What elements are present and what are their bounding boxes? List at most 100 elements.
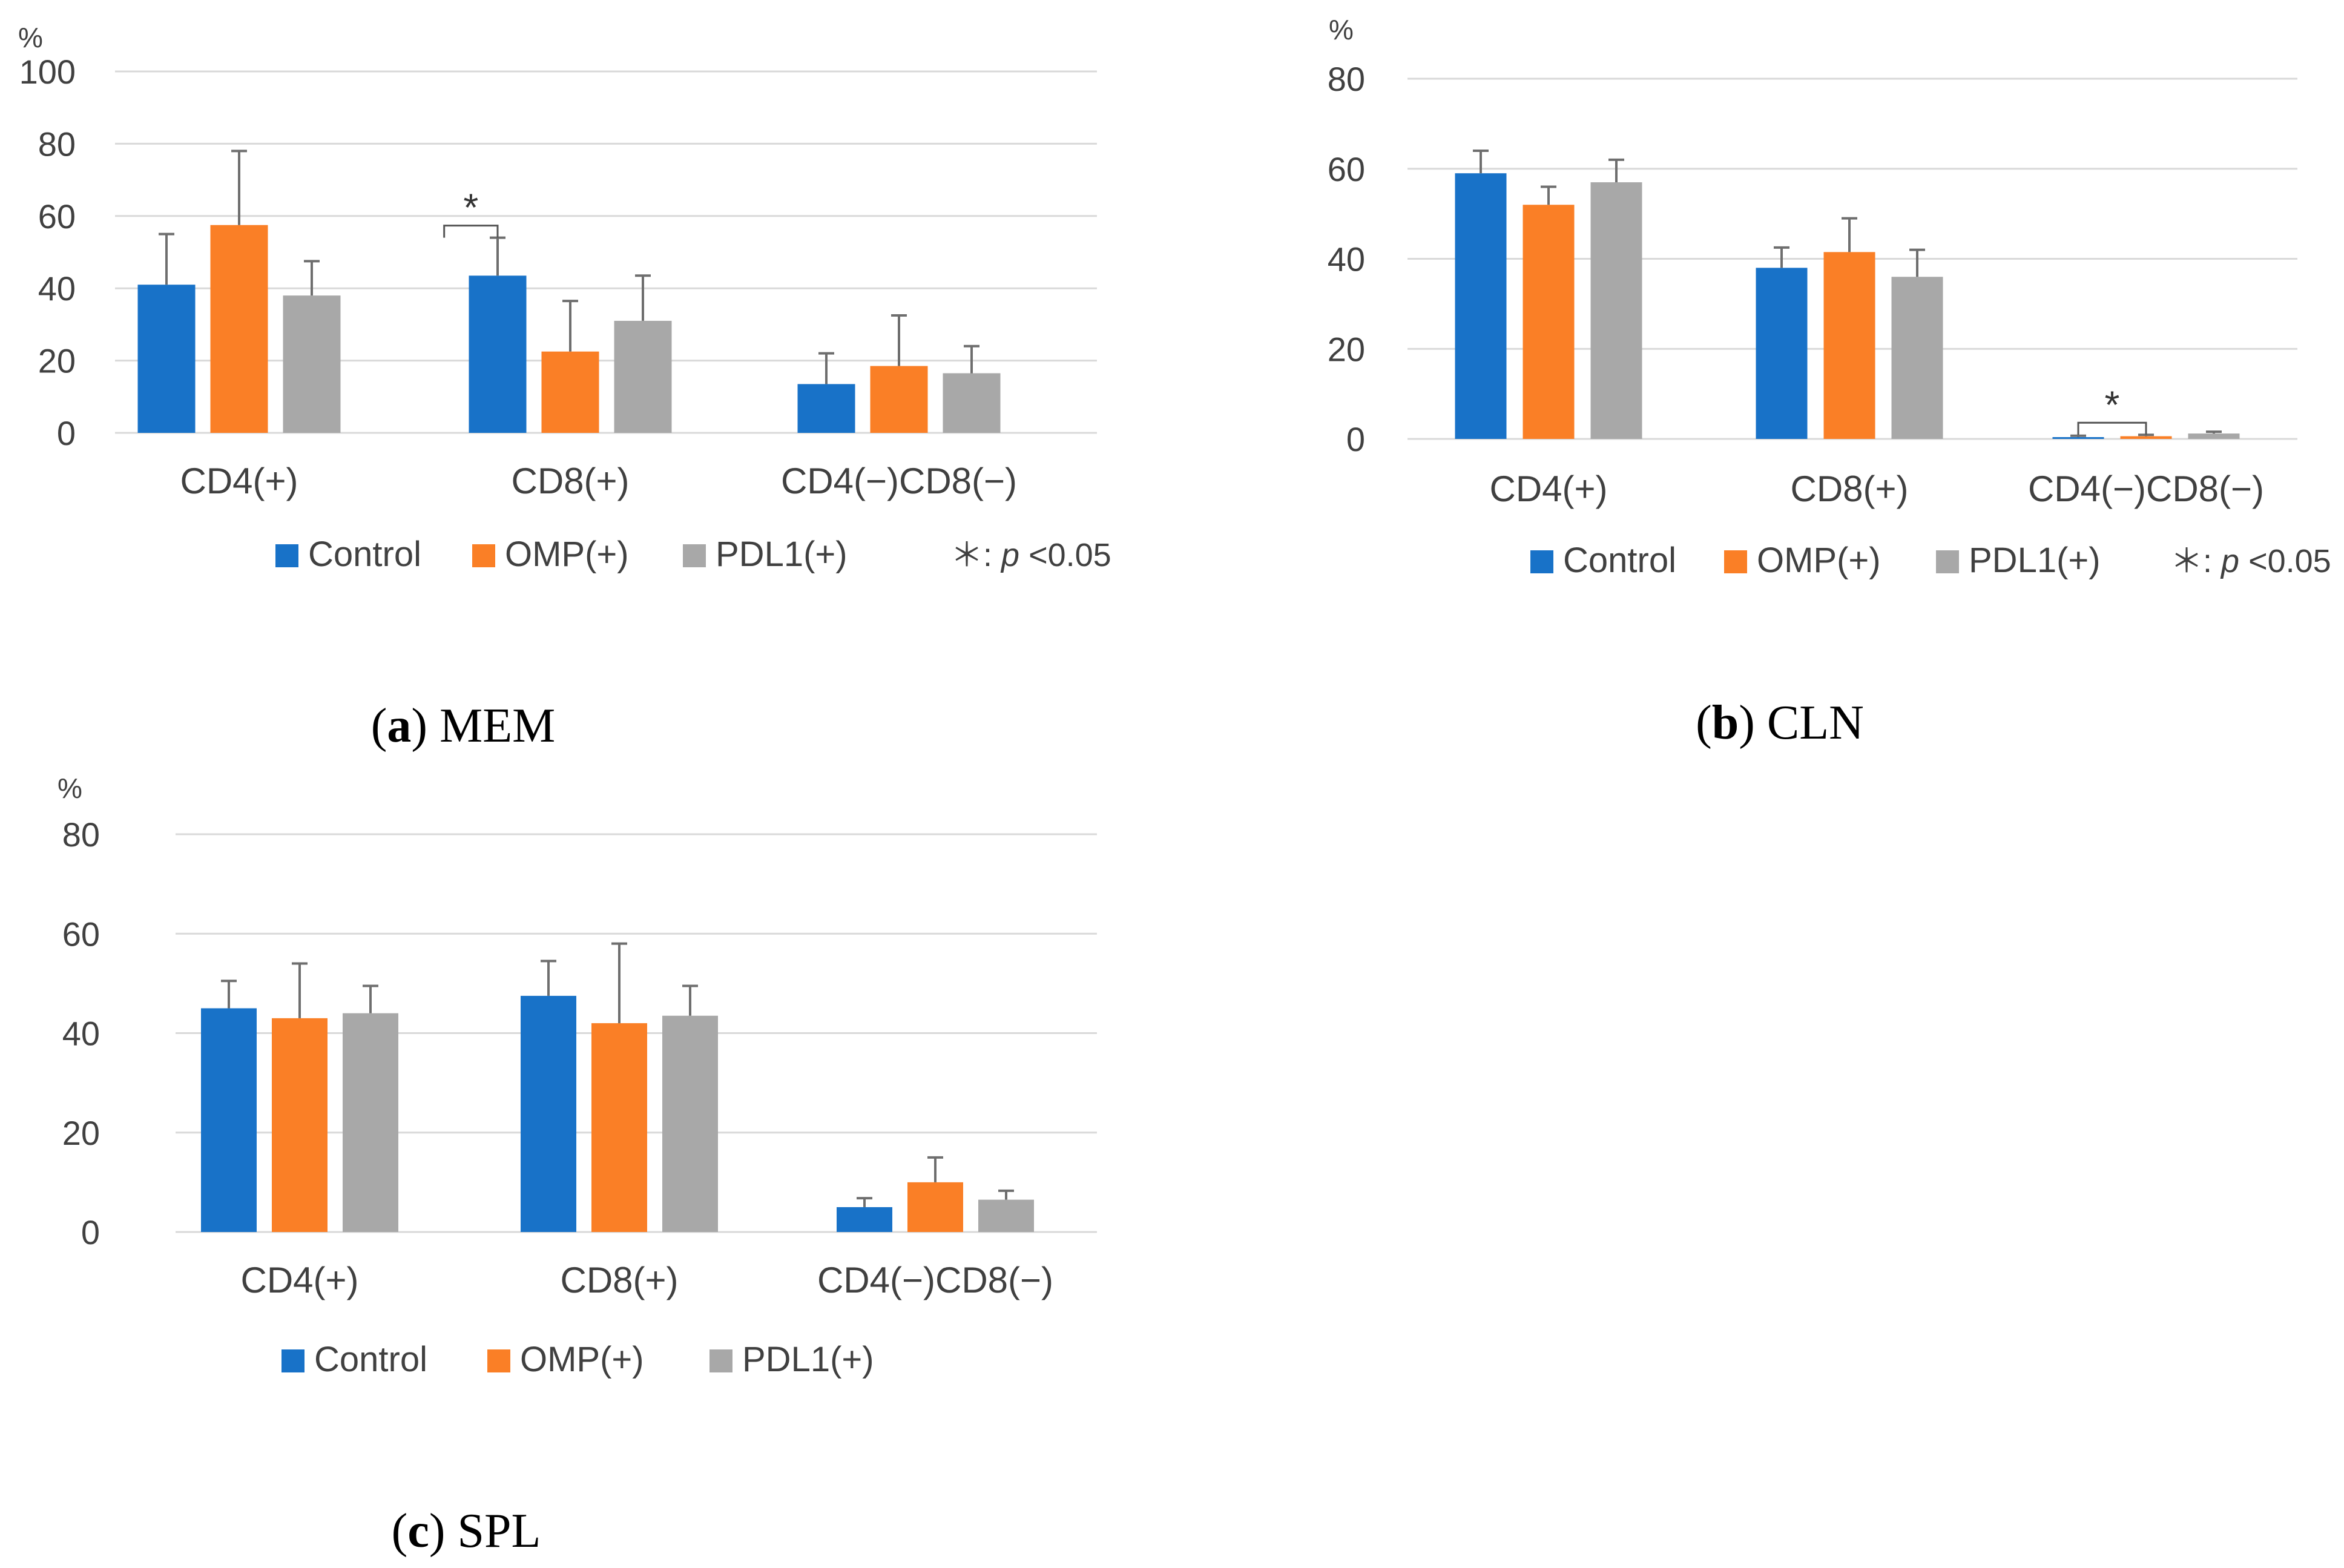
significance-note-var: p [1000,537,1019,573]
y-tick-label: 20 [1328,330,1365,368]
category-label: CD4(−)CD8(−) [817,1260,1053,1300]
panel-caption-name: MEM [440,699,555,753]
panel-caption-close: ) [429,1504,458,1558]
bar-control-1 [521,995,576,1232]
bar-omp-2 [870,366,928,433]
bar-control-0 [137,285,196,433]
bar-omp-0 [210,225,268,433]
significance-note-symbol: ＊: [2170,543,2221,579]
legend-swatch-omp [487,1349,510,1372]
bar-control-2 [797,384,855,433]
significance-note-threshold: <0.05 [1019,537,1111,573]
y-tick-label: 0 [57,414,76,452]
category-label: CD8(+) [511,461,629,501]
panel-caption-letter: c [407,1504,429,1558]
category-label: CD8(+) [560,1260,678,1300]
bar-pdl1-0 [283,295,341,433]
panel-caption-letter: a [387,699,411,753]
y-tick-label: 60 [38,197,76,236]
category-label: CD4(−)CD8(−) [781,461,1017,501]
category-label: CD4(+) [180,461,298,501]
legend-label: PDL1(+) [716,535,848,574]
significance-note-threshold: <0.05 [2239,543,2331,579]
category-label: CD4(+) [1489,469,1607,509]
chart-panel-cln: % 0 20 40 60 80 CD4(+) CD8(+) CD4(−)CD8(−) * Contr… [1328,14,2331,749]
y-tick-label: 100 [19,53,76,91]
legend-swatch-pdl1 [1936,550,1959,573]
significance-note: ＊: p <0.05 [950,537,1111,573]
category-label: CD4(+) [240,1260,358,1300]
legend-swatch-pdl1 [709,1349,732,1372]
panel-caption-close: ) [411,699,440,753]
bar-control-0 [1455,173,1507,439]
y-tick-label: 20 [62,1114,100,1152]
bar-omp-2 [907,1182,963,1232]
panel-caption-name: CLN [1767,696,1864,749]
significance-note: ＊: p <0.05 [2170,543,2331,579]
bar-control-2 [2052,437,2104,439]
bar-pdl1-2 [943,373,1001,433]
significance-bracket [2077,421,2147,435]
bar-pdl1-0 [1590,182,1642,439]
category-label: CD8(+) [1790,469,1908,509]
bar-pdl1-2 [2188,433,2240,439]
chart-panel-mem: % 0 20 40 60 80 100 CD4(+) CD8(+) CD4(−)CD8(−) * Co… [18,22,1111,753]
panel-caption-letter: b [1712,696,1739,749]
significance-star: * [2105,383,2120,426]
y-axis-unit-label: % [1329,14,1354,45]
legend-label: OMP(+) [505,535,629,574]
legend-swatch-control [275,544,298,567]
legend-swatch-control [281,1349,305,1372]
legend-label: OMP(+) [1757,541,1881,580]
y-tick-label: 0 [1346,420,1365,458]
y-tick-label: 60 [62,915,100,953]
y-tick-label: 80 [38,125,76,163]
legend-label: Control [1563,541,1676,580]
legend-swatch-pdl1 [683,544,706,567]
chart-panel-spl: % 0 20 40 60 80 CD4(+) CD8(+) CD4(−)CD8(−) Contro… [58,772,1097,1558]
bar-pdl1-1 [614,320,672,433]
y-axis-unit-label: % [18,22,43,53]
significance-bracket [443,225,499,238]
panel-caption: (a) MEM [371,699,555,753]
bar-omp-1 [591,1023,647,1232]
panel-caption-open: ( [371,699,387,753]
significance-note-var: p [2220,543,2239,579]
bar-control-0 [201,1008,257,1232]
legend-label: Control [314,1340,427,1379]
bar-control-1 [469,275,527,433]
bar-omp-1 [541,351,599,433]
panel-caption-name: SPL [457,1504,541,1558]
bar-pdl1-0 [343,1013,398,1232]
legend-swatch-control [1530,550,1553,573]
y-tick-label: 40 [1328,240,1365,278]
bar-omp-0 [272,1018,328,1232]
bar-omp-0 [1523,205,1575,439]
bar-control-2 [837,1207,892,1232]
y-tick-label: 40 [38,269,76,308]
panel-caption: (b) CLN [1696,696,1864,749]
legend-label: Control [308,535,421,574]
category-label: CD4(−)CD8(−) [2028,469,2264,509]
significance-star: * [463,186,478,229]
y-tick-label: 40 [62,1015,100,1053]
y-tick-label: 60 [1328,150,1365,188]
legend-swatch-omp [1724,550,1747,573]
legend-label: PDL1(+) [1969,541,2101,580]
legend-label: OMP(+) [520,1340,644,1379]
panel-caption-close: ) [1739,696,1767,749]
panel-caption-open: ( [1696,696,1712,749]
legend-label: PDL1(+) [742,1340,874,1379]
y-tick-label: 80 [1328,60,1365,98]
panel-caption: (c) SPL [392,1504,541,1558]
y-axis-unit-label: % [58,772,82,804]
bar-omp-1 [1823,252,1875,439]
bar-omp-2 [2120,436,2172,439]
legend-swatch-omp [472,544,495,567]
y-tick-label: 20 [38,342,76,380]
significance-note-symbol: ＊: [950,537,1001,573]
y-tick-label: 80 [62,815,100,854]
bar-control-1 [1756,268,1808,439]
bar-pdl1-2 [978,1199,1034,1232]
